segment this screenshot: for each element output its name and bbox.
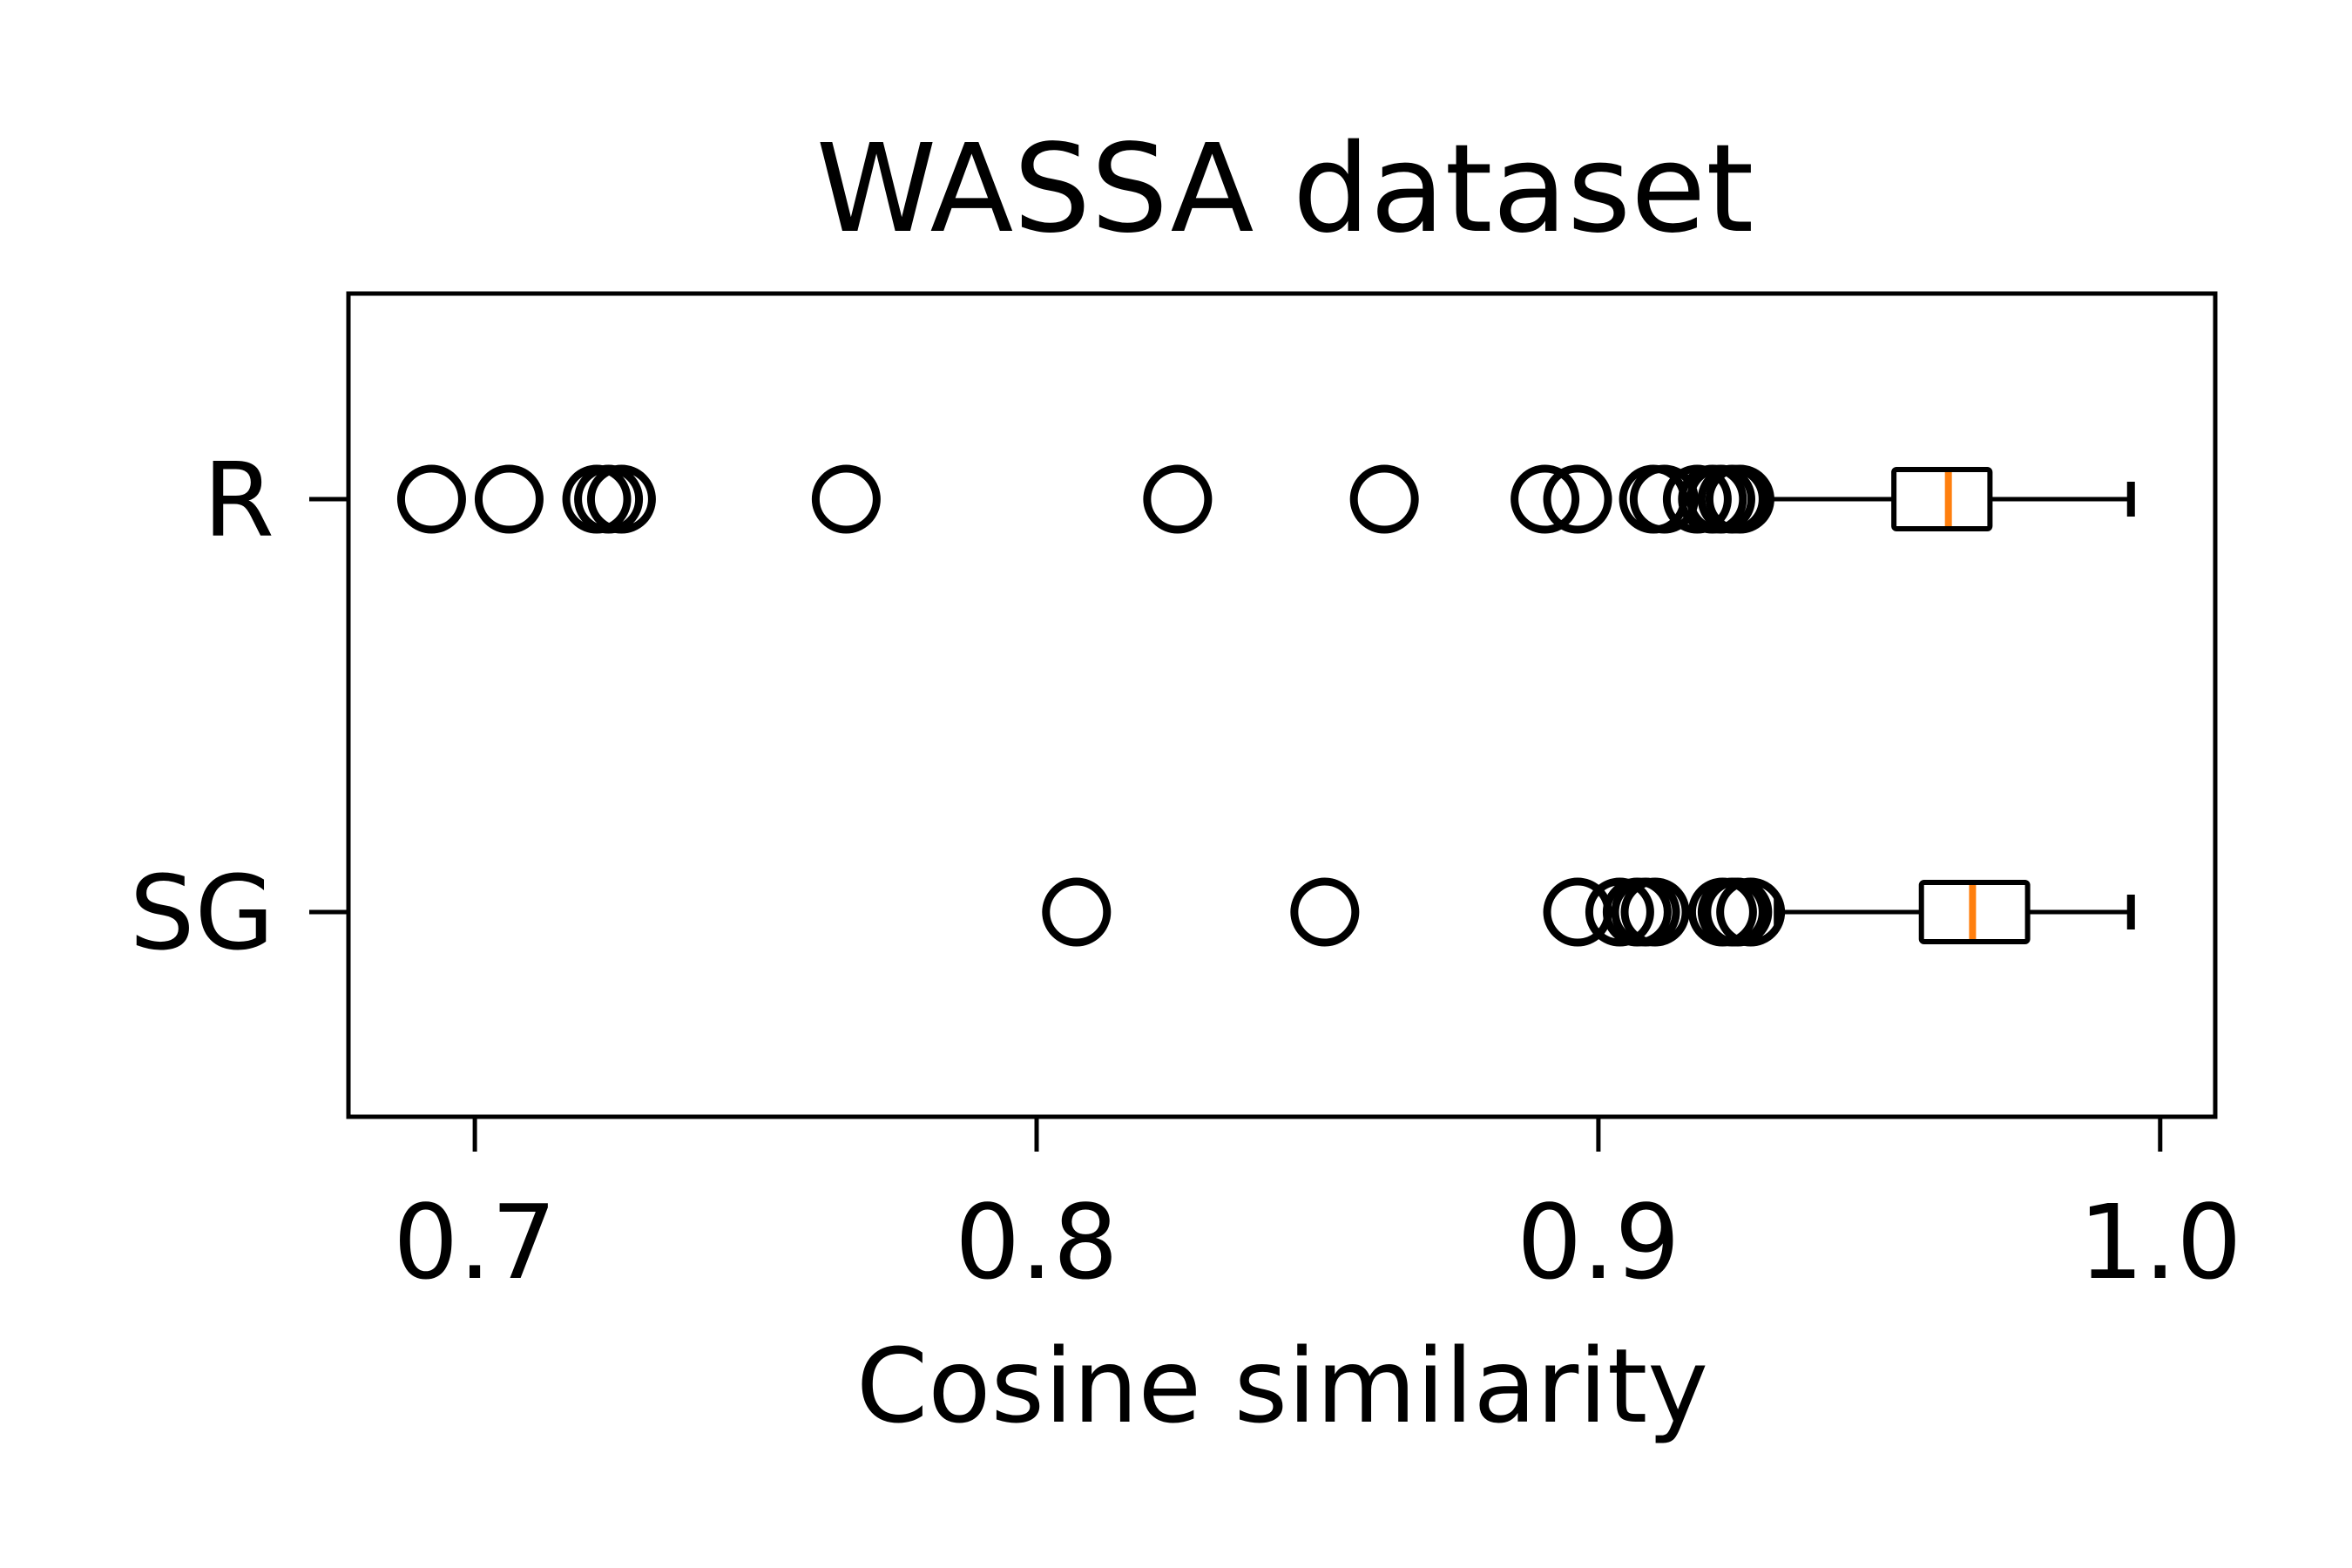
outlier-point <box>811 464 881 534</box>
outlier-point <box>1585 877 1654 947</box>
x-tick-label: 0.8 <box>955 1182 1119 1302</box>
chart-title: WASSA dataset <box>816 118 1754 260</box>
outlier-point <box>1290 877 1360 947</box>
outlier-point <box>1042 877 1112 947</box>
y-axis: R SG <box>130 440 348 973</box>
outlier-point <box>1143 464 1213 534</box>
y-tick-label: R <box>203 440 274 560</box>
x-tick-label: 1.0 <box>2078 1182 2242 1302</box>
x-axis: 0.7 0.8 0.9 1.0 <box>393 1117 2242 1302</box>
outlier-point <box>1705 464 1774 534</box>
outlier-point <box>396 464 466 534</box>
outlier-point <box>1629 464 1699 534</box>
plot-area <box>396 464 2135 947</box>
outlier-point <box>1620 877 1690 947</box>
iqr-box <box>1891 467 1993 531</box>
outlier-point <box>1543 464 1612 534</box>
outlier-point <box>474 464 544 534</box>
outlier-point <box>586 464 656 534</box>
iqr-box <box>1918 880 2031 944</box>
y-tick-label: SG <box>130 853 274 973</box>
outlier-point <box>1511 464 1580 534</box>
outlier-point <box>1716 877 1786 947</box>
x-tick-label: 0.7 <box>393 1182 557 1302</box>
x-tick-label: 0.9 <box>1517 1182 1680 1302</box>
x-axis-label: Cosine similarity <box>856 1326 1708 1446</box>
box-group-sg <box>1042 877 2135 947</box>
axes-frame <box>346 291 2218 1119</box>
outlier-point <box>1349 464 1419 534</box>
box-group-r <box>396 464 2135 534</box>
